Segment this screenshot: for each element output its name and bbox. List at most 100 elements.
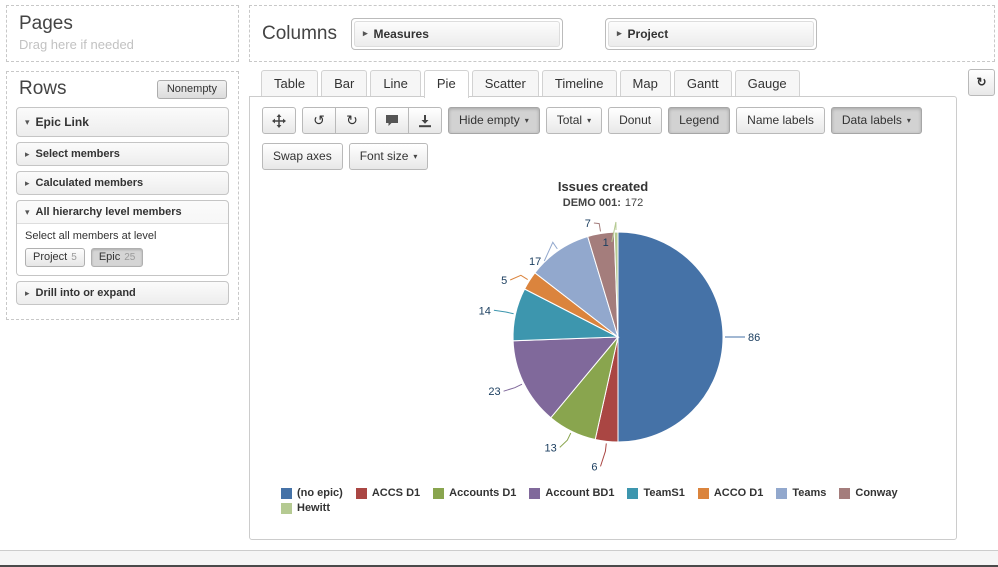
pie-data-label: 7 <box>585 218 591 230</box>
legend-item-acco-d1[interactable]: ACCO D1 <box>697 487 764 499</box>
rows-title: Rows <box>19 78 67 99</box>
data-label-connector <box>600 443 607 467</box>
refresh-button[interactable]: ↻ <box>968 69 995 96</box>
pie-slice-no-epic[interactable] <box>617 231 724 443</box>
tab-gauge[interactable]: Gauge <box>734 70 800 97</box>
columns-panel[interactable]: Columns ▸ Measures ▸ Project <box>249 5 995 62</box>
nonempty-button[interactable]: Nonempty <box>156 79 227 99</box>
triangle-down-icon: ▾ <box>25 206 30 217</box>
legend-label: TeamS1 <box>643 487 685 499</box>
legend-swatch <box>529 487 541 499</box>
column-chip-inner: ▸ Measures <box>353 20 560 47</box>
data-labels-label: Data labels <box>841 113 902 127</box>
tab-timeline[interactable]: Timeline <box>541 70 617 97</box>
rows-item-label: All hierarchy level members <box>35 206 182 218</box>
rows-list: ▾ Epic Link ▸ Select members ▸ Calculated mem… <box>12 107 233 305</box>
pie-data-label: 5 <box>501 275 507 287</box>
rows-item-drill-into-or-expand[interactable]: ▸ Drill into or expand <box>16 281 229 305</box>
level-member-count: 25 <box>124 251 136 263</box>
rows-item-label: Drill into or expand <box>35 287 136 299</box>
legend-item-hewitt[interactable]: Hewitt <box>281 502 330 514</box>
chart-subtitle: DEMO 001: 172 <box>250 197 956 209</box>
undo-redo-group: ↺ ↻ <box>302 107 369 134</box>
tab-pie[interactable]: Pie <box>423 70 469 98</box>
comment-icon <box>386 115 398 126</box>
legend-item-teams1[interactable]: TeamS1 <box>627 487 685 499</box>
legend-label: Legend <box>679 113 720 127</box>
pie-slice-account-bd1[interactable] <box>512 336 620 419</box>
name-labels-button[interactable]: Name labels <box>736 107 825 134</box>
data-label-connector <box>593 222 601 232</box>
legend-label: Account BD1 <box>545 487 615 499</box>
legend-item-accs-d1[interactable]: ACCS D1 <box>355 487 420 499</box>
tab-line[interactable]: Line <box>370 70 421 97</box>
swap-axes-label: Swap axes <box>273 149 332 163</box>
rows-item-label: Epic Link <box>35 115 89 129</box>
legend-swatch <box>433 487 445 499</box>
column-chip-measures[interactable]: ▸ Measures <box>350 17 563 50</box>
tab-scatter[interactable]: Scatter <box>471 70 539 97</box>
data-label-connector <box>509 274 528 281</box>
refresh-icon: ↻ <box>976 75 987 89</box>
chart-legend: (no epic) ACCS D1 Accounts D1 Account BD1 Te… <box>253 487 953 514</box>
rows-header: Rows Nonempty <box>12 77 233 102</box>
undo-button[interactable]: ↺ <box>302 107 336 134</box>
donut-button[interactable]: Donut <box>608 107 663 134</box>
triangle-right-icon: ▸ <box>362 28 368 38</box>
redo-button[interactable]: ↻ <box>335 107 369 134</box>
fullscreen-button[interactable] <box>262 107 296 134</box>
level-button-epic[interactable]: Epic 25 <box>90 248 144 267</box>
rows-item-label: Select members <box>35 148 120 160</box>
download-icon <box>419 114 431 127</box>
level-button-project[interactable]: Project 5 <box>25 248 85 267</box>
tab-gantt[interactable]: Gantt <box>673 70 732 97</box>
legend-swatch <box>281 487 292 499</box>
legend-item-teams[interactable]: Teams <box>776 487 826 499</box>
tab-bar[interactable]: Bar <box>321 70 368 97</box>
rows-item-header: ▸ Select members <box>17 143 228 165</box>
rows-panel[interactable]: Rows Nonempty ▾ Epic Link ▸ Select members ▸… <box>6 71 239 320</box>
font-size-button[interactable]: Font size ▾ <box>348 143 429 170</box>
data-label-connector <box>543 241 558 262</box>
data-labels-button[interactable]: Data labels ▾ <box>830 107 922 134</box>
legend-swatch <box>697 487 709 499</box>
download-button[interactable] <box>408 107 442 134</box>
chart-subtitle-label: DEMO 001: <box>562 197 621 209</box>
triangle-right-icon: ▸ <box>616 28 622 38</box>
legend-item-accounts-d1[interactable]: Accounts D1 <box>433 487 516 499</box>
pie-data-label: 6 <box>591 461 597 473</box>
rows-item-epic-link[interactable]: ▾ Epic Link <box>16 107 229 137</box>
legend-item-conway[interactable]: Conway <box>839 487 898 499</box>
tab-table[interactable]: Table <box>261 70 319 97</box>
legend-button[interactable]: Legend <box>668 107 731 134</box>
rows-item-all-hierarchy-level-members[interactable]: ▾ All hierarchy level members Select all m… <box>16 200 229 276</box>
legend-label: Conway <box>855 487 898 499</box>
window-bottom-edge <box>0 565 998 567</box>
rows-item-label: Calculated members <box>35 177 144 189</box>
legend-item-no-epic[interactable]: (no epic) <box>281 487 343 499</box>
hide-empty-button[interactable]: Hide empty ▾ <box>448 107 540 134</box>
report-area: Table Bar Line Pie Scatter Timeline Map Gantt Ga… <box>249 68 995 542</box>
legend-label: Teams <box>792 487 827 499</box>
data-label-connector <box>611 221 617 243</box>
swap-axes-button[interactable]: Swap axes <box>262 143 343 170</box>
rows-item-header: ▸ Drill into or expand <box>17 282 228 304</box>
legend-label: ACCO D1 <box>713 487 764 499</box>
column-chip-inner: ▸ Project <box>607 20 814 47</box>
legend-swatch <box>355 487 367 499</box>
status-bar <box>0 550 998 565</box>
caret-down-icon: ▾ <box>524 115 529 125</box>
legend-item-account-bd1[interactable]: Account BD1 <box>529 487 614 499</box>
rows-item-select-members[interactable]: ▸ Select members <box>16 142 229 166</box>
tab-map[interactable]: Map <box>619 70 671 97</box>
pages-panel[interactable]: Pages Drag here if needed <box>6 5 239 62</box>
total-button[interactable]: Total ▾ <box>545 107 603 134</box>
column-chip-project[interactable]: ▸ Project <box>604 17 817 50</box>
comment-button[interactable] <box>375 107 409 134</box>
rows-item-header: ▾ All hierarchy level members <box>17 201 228 223</box>
rows-item-calculated-members[interactable]: ▸ Calculated members <box>16 171 229 195</box>
pages-drop-hint: Drag here if needed <box>19 37 134 52</box>
redo-icon: ↻ <box>346 112 358 128</box>
name-labels-label: Name labels <box>747 113 814 127</box>
level-button-label: Project <box>33 251 68 263</box>
